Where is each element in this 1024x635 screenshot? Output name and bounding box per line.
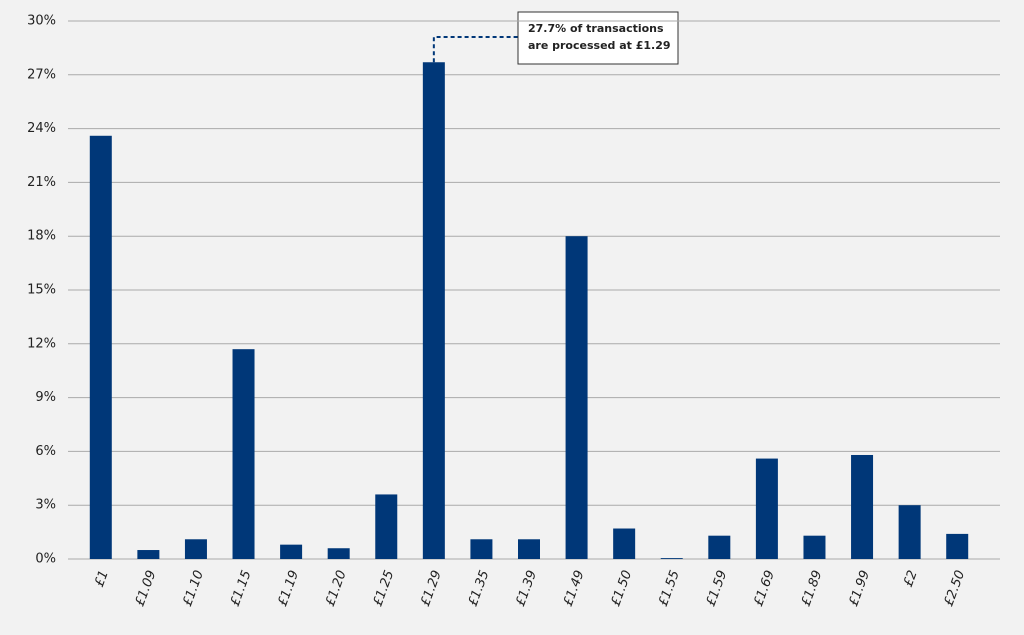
bar: [755, 458, 778, 559]
bar: [708, 535, 731, 559]
x-tick-label: £1.69: [751, 568, 778, 608]
x-tick-label: £1.99: [846, 568, 873, 608]
bar: [375, 494, 398, 559]
y-tick-label: 21%: [27, 175, 56, 190]
bar: [803, 535, 826, 559]
x-tick-label: £1.10: [180, 568, 207, 608]
x-tick-label: £1.55: [656, 568, 683, 608]
bar: [327, 548, 350, 559]
y-tick-label: 6%: [35, 444, 56, 459]
y-tick-label: 9%: [35, 390, 56, 405]
y-tick-label: 24%: [27, 121, 56, 136]
x-tick-label: £1.89: [799, 568, 826, 608]
x-tick-label: £1.20: [323, 568, 350, 608]
x-tick-label: £1: [92, 568, 112, 589]
x-tick-label: £1.35: [466, 568, 493, 608]
x-tick-label: £1.39: [513, 568, 540, 608]
annotation-text: are processed at £1.29: [528, 39, 671, 52]
x-tick-label: £1.09: [133, 568, 160, 608]
bar: [422, 62, 445, 559]
x-tick-label: £2: [901, 568, 921, 589]
bar: [660, 558, 683, 559]
bar: [565, 236, 588, 559]
annotation-text: 27.7% of transactions: [528, 22, 664, 35]
bar: [898, 505, 921, 559]
bar: [184, 539, 207, 559]
y-tick-label: 18%: [27, 229, 56, 244]
bar: [518, 539, 540, 559]
annotation-leader: [432, 36, 518, 63]
x-tick-label: £1.25: [370, 568, 397, 608]
y-tick-label: 15%: [27, 283, 56, 298]
bar: [470, 539, 493, 559]
y-tick-label: 3%: [35, 498, 56, 513]
x-tick-label: £1.59: [704, 568, 731, 608]
y-tick-label: 27%: [27, 67, 56, 82]
bar: [946, 533, 969, 559]
bar: [89, 135, 112, 560]
x-tick-label: £1.49: [561, 568, 588, 608]
x-tick-label: £1.19: [275, 568, 302, 608]
y-tick-label: 12%: [27, 336, 56, 351]
bar: [613, 528, 636, 559]
annotation-box: [517, 11, 679, 65]
bar: [280, 544, 303, 559]
y-tick-label: 30%: [27, 14, 56, 29]
y-tick-label: 0%: [35, 552, 56, 567]
bar: [851, 454, 874, 559]
bar: [137, 550, 160, 559]
bar: [232, 349, 255, 559]
x-tick-label: £1.50: [608, 568, 635, 608]
x-tick-label: £1.29: [418, 568, 445, 608]
x-tick-label: £1.15: [228, 568, 255, 608]
x-tick-label: £2.50: [941, 568, 968, 608]
